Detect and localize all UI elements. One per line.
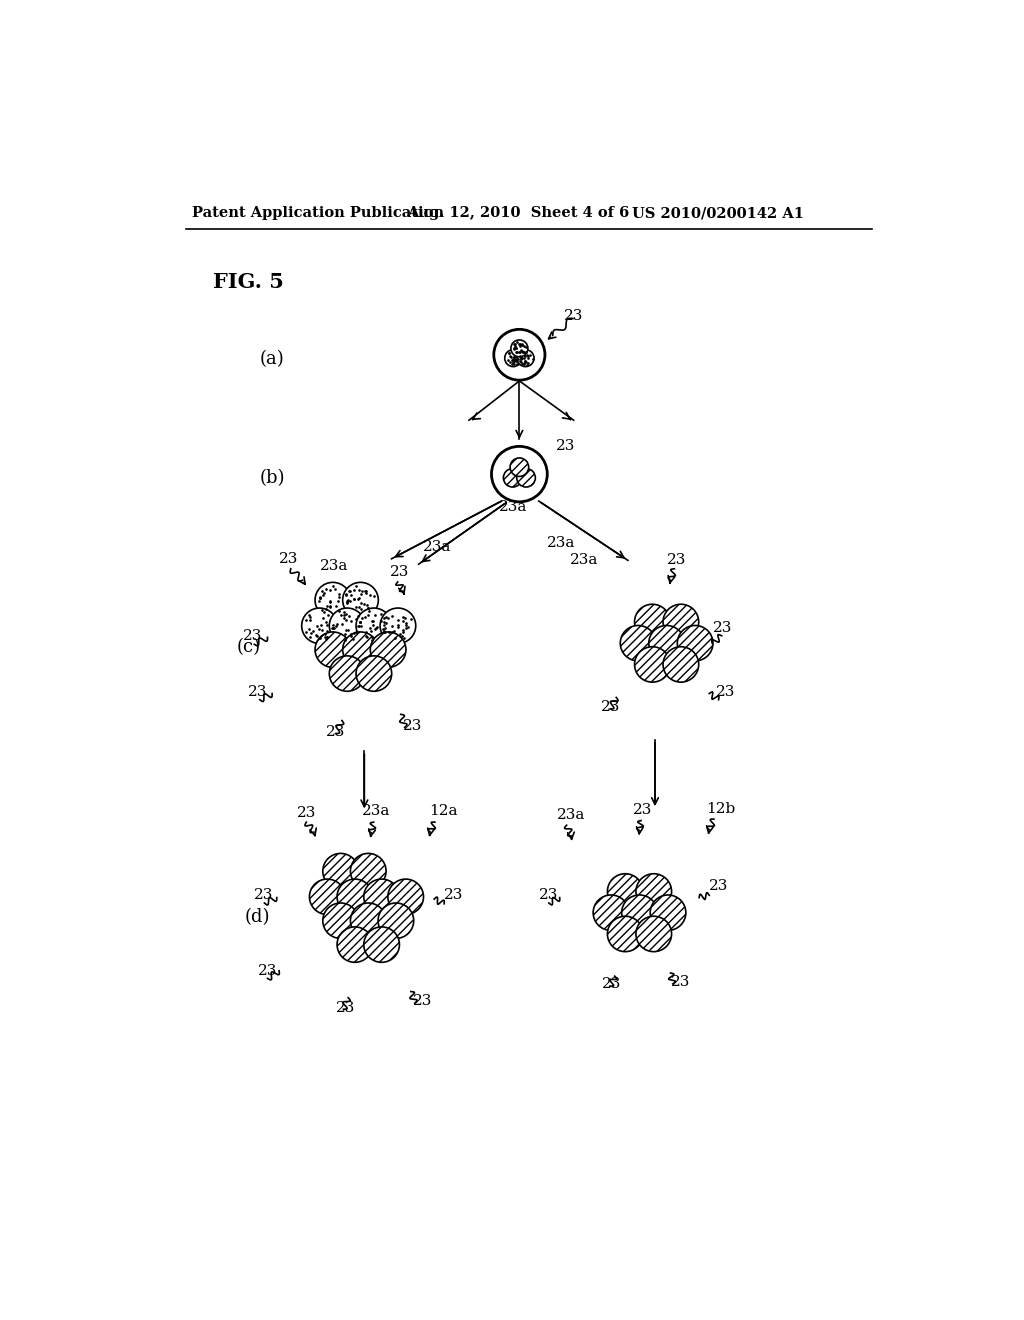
Circle shape — [635, 647, 670, 682]
Circle shape — [636, 916, 672, 952]
Circle shape — [664, 605, 698, 640]
Text: 23: 23 — [713, 620, 732, 635]
Circle shape — [343, 632, 378, 668]
Circle shape — [517, 469, 536, 487]
Text: 23: 23 — [556, 440, 575, 454]
Text: 23a: 23a — [423, 540, 451, 553]
Circle shape — [510, 458, 528, 477]
Text: 23a: 23a — [321, 560, 348, 573]
Text: 23: 23 — [633, 804, 652, 817]
Circle shape — [337, 879, 373, 915]
Circle shape — [650, 895, 686, 931]
Text: 23a: 23a — [569, 553, 598, 568]
Circle shape — [380, 609, 416, 643]
Text: 23: 23 — [280, 552, 299, 566]
Circle shape — [371, 632, 406, 668]
Circle shape — [337, 927, 373, 962]
Text: 12a: 12a — [429, 804, 457, 818]
Circle shape — [607, 916, 643, 952]
Text: 23: 23 — [414, 994, 432, 1008]
Text: 23: 23 — [336, 1001, 355, 1015]
Text: 23a: 23a — [547, 536, 574, 549]
Circle shape — [388, 879, 424, 915]
Circle shape — [315, 582, 350, 618]
Circle shape — [504, 469, 522, 487]
Circle shape — [505, 350, 522, 367]
Text: FIG. 5: FIG. 5 — [213, 272, 284, 292]
Circle shape — [378, 903, 414, 939]
Text: 23: 23 — [444, 888, 464, 902]
Text: (d): (d) — [245, 908, 269, 925]
Circle shape — [511, 341, 528, 356]
Text: 23: 23 — [671, 975, 690, 989]
Text: 23a: 23a — [499, 499, 526, 513]
Circle shape — [350, 903, 386, 939]
Circle shape — [517, 350, 535, 367]
Text: 23: 23 — [297, 805, 316, 820]
Text: 23: 23 — [243, 628, 262, 643]
Text: Aug. 12, 2010  Sheet 4 of 6: Aug. 12, 2010 Sheet 4 of 6 — [407, 206, 630, 220]
Circle shape — [364, 927, 399, 962]
Text: 23: 23 — [564, 309, 584, 322]
Circle shape — [323, 854, 358, 888]
Circle shape — [622, 895, 657, 931]
Text: 12b: 12b — [707, 801, 735, 816]
Text: 23: 23 — [258, 964, 278, 978]
Circle shape — [494, 330, 545, 380]
Text: 23: 23 — [667, 553, 686, 568]
Text: 23: 23 — [254, 888, 273, 902]
Text: 23: 23 — [716, 685, 735, 698]
Circle shape — [635, 605, 670, 640]
Circle shape — [621, 626, 656, 661]
Circle shape — [309, 879, 345, 915]
Text: 23: 23 — [539, 888, 558, 902]
Circle shape — [350, 854, 386, 888]
Circle shape — [607, 874, 643, 909]
Circle shape — [323, 903, 358, 939]
Text: 23: 23 — [248, 685, 267, 698]
Circle shape — [649, 626, 684, 661]
Text: 23: 23 — [403, 718, 423, 733]
Circle shape — [302, 609, 337, 643]
Circle shape — [330, 609, 365, 643]
Text: 23: 23 — [326, 725, 345, 739]
Text: 23: 23 — [601, 700, 621, 714]
Circle shape — [492, 446, 547, 502]
Circle shape — [343, 582, 378, 618]
Text: 23a: 23a — [362, 804, 390, 818]
Text: (a): (a) — [260, 350, 285, 367]
Circle shape — [364, 879, 399, 915]
Text: 23: 23 — [390, 565, 410, 578]
Circle shape — [664, 647, 698, 682]
Circle shape — [330, 656, 365, 692]
Text: 23: 23 — [710, 879, 729, 892]
Circle shape — [593, 895, 629, 931]
Circle shape — [636, 874, 672, 909]
Text: 23: 23 — [602, 977, 622, 991]
Text: Patent Application Publication: Patent Application Publication — [191, 206, 443, 220]
Circle shape — [677, 626, 713, 661]
Text: US 2010/0200142 A1: US 2010/0200142 A1 — [632, 206, 804, 220]
Text: (b): (b) — [260, 469, 286, 487]
Circle shape — [356, 609, 392, 643]
Circle shape — [356, 656, 392, 692]
Circle shape — [315, 632, 350, 668]
Text: (c): (c) — [237, 639, 261, 656]
Text: 23a: 23a — [557, 808, 586, 822]
